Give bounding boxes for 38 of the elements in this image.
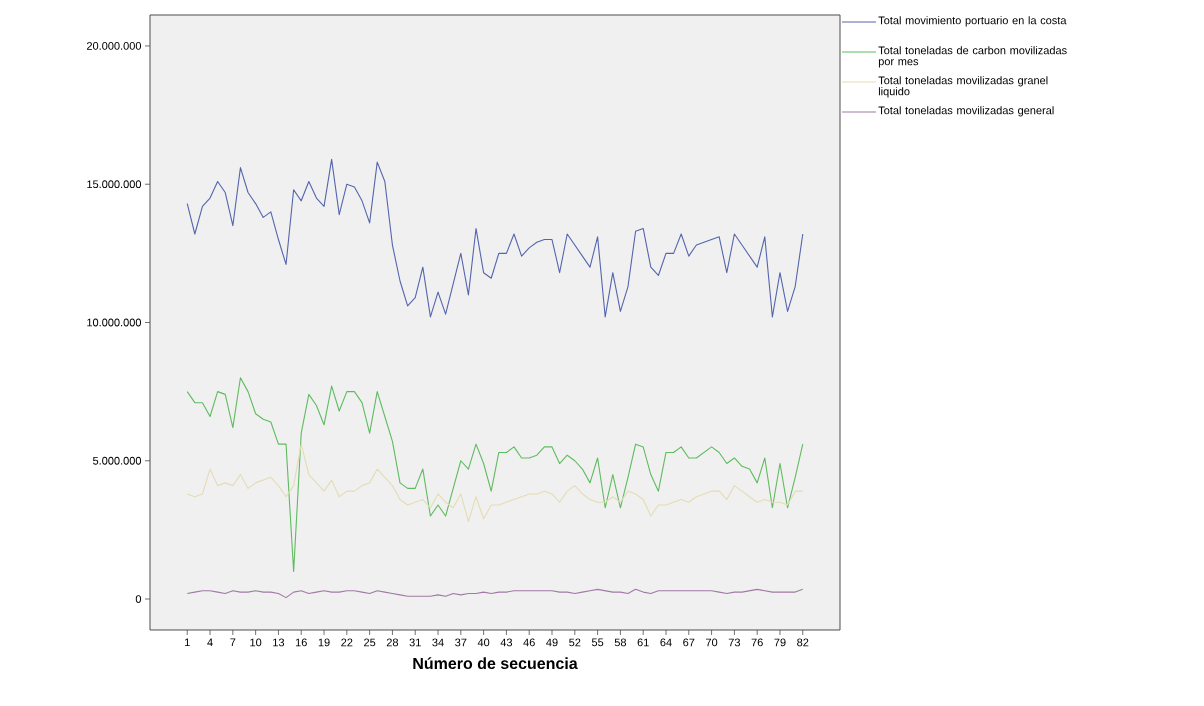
x-tick-label: 22 (341, 638, 353, 647)
x-tick-label: 19 (318, 638, 330, 647)
x-tick-label: 31 (409, 638, 421, 647)
x-tick-label: 67 (683, 638, 695, 647)
legend-label: Total movimiento portuario en la costa (878, 16, 1067, 27)
y-tick-label: 5.000.000 (92, 456, 142, 465)
x-tick-label: 49 (546, 638, 558, 647)
y-tick-label: 15.000.000 (87, 180, 142, 189)
x-tick-label: 40 (477, 638, 490, 647)
x-tick-label: 10 (250, 638, 262, 647)
x-tick-label: 55 (591, 638, 604, 647)
x-tick-label: 37 (455, 638, 467, 647)
x-tick-label: 58 (614, 638, 627, 647)
y-tick-label: 20.000.000 (86, 42, 142, 50)
x-tick-label: 61 (637, 638, 649, 647)
x-tick-label: 28 (386, 638, 399, 647)
x-axis-title: Número de secuencia (413, 657, 578, 670)
x-tick-label: 46 (523, 638, 535, 647)
legend-label: Total toneladas movilizadas granel liquido (878, 76, 1048, 98)
y-tick-label: 10.000.000 (87, 318, 142, 327)
x-tick-label: 1 (185, 638, 190, 647)
x-tick-label: 4 (207, 638, 213, 647)
legend-label: Total toneladas de carbon movilizadas por mes (878, 46, 1067, 68)
x-tick-label: 70 (706, 638, 718, 647)
x-tick-label: 64 (660, 638, 672, 647)
x-tick-label: 73 (728, 638, 741, 647)
legend-label: Total toneladas movilizadas general (878, 106, 1054, 117)
x-tick-label: 76 (751, 638, 763, 647)
y-tick-label: 0 (135, 595, 142, 603)
x-tick-label: 7 (230, 638, 236, 647)
x-tick-label: 13 (273, 638, 285, 647)
x-tick-label: 52 (569, 638, 581, 647)
x-tick-label: 25 (364, 638, 376, 647)
x-tick-label: 79 (774, 638, 786, 647)
x-tick-label: 16 (295, 638, 307, 647)
x-tick-label: 34 (432, 638, 444, 647)
x-tick-label: 43 (500, 638, 513, 647)
x-tick-label: 82 (797, 638, 809, 647)
